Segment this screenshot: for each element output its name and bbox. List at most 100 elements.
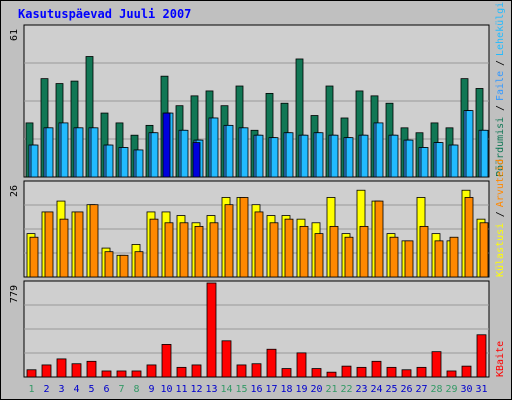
- day-label: 1: [28, 384, 34, 395]
- kbytes-bar: [191, 364, 202, 378]
- kbytes-bar: [251, 363, 262, 378]
- visits-bar: [314, 233, 324, 278]
- day-label: 26: [400, 384, 412, 395]
- pages-bar: [255, 134, 264, 178]
- kbytes-bar: [86, 360, 97, 378]
- pages-bar: [270, 137, 279, 178]
- pages-bar: [405, 139, 414, 178]
- kbytes-bar: [41, 364, 52, 378]
- kbytes-bar: [326, 371, 337, 378]
- kbytes-bar: [221, 340, 232, 378]
- pages-bar: [240, 127, 249, 178]
- visits-bar: [464, 197, 474, 278]
- visits-bar: [374, 200, 384, 278]
- kbytes-bar: [386, 366, 397, 378]
- pages-bar: [225, 124, 234, 178]
- visits-bar: [254, 211, 264, 278]
- kbytes-bar: [416, 366, 427, 378]
- visits-bar: [194, 225, 204, 278]
- pages-bar: [285, 132, 294, 178]
- visits-bar: [404, 240, 414, 278]
- day-label: 6: [103, 384, 109, 395]
- kbytes-bar: [101, 370, 112, 378]
- kbytes-bar: [116, 370, 127, 378]
- pages-bar: [480, 129, 489, 178]
- hits-dark-bar: [192, 142, 201, 178]
- kbytes-bar: [431, 351, 442, 378]
- top-legend-sep: /: [495, 60, 506, 66]
- visits-bar: [449, 236, 459, 278]
- day-label: 5: [88, 384, 94, 395]
- visits-bar: [104, 251, 114, 278]
- visits-bar: [359, 225, 369, 278]
- visits-bar: [284, 218, 294, 278]
- visits-bar: [419, 225, 429, 278]
- pages-bar: [435, 142, 444, 178]
- day-label: 9: [148, 384, 154, 395]
- pages-bar: [345, 137, 354, 178]
- day-label: 11: [175, 384, 187, 395]
- pages-bar: [375, 122, 384, 178]
- kbytes-bar: [311, 368, 322, 378]
- mid-legend-sep: /: [495, 211, 506, 217]
- visits-bar: [179, 222, 189, 278]
- day-label: 20: [310, 384, 322, 395]
- pages-bar: [360, 134, 369, 178]
- day-label: 2: [43, 384, 49, 395]
- pages-bar: [210, 117, 219, 178]
- pages-bar: [120, 147, 129, 178]
- day-label: 12: [190, 384, 202, 395]
- pages-bar: [315, 132, 324, 178]
- visits-bar: [164, 222, 174, 278]
- day-labels: 1 2 3 4 5 6 7 8 9 10 11 12 13 14 15 16 17 18 19 20 21 22 23 24 2…: [28, 384, 487, 395]
- visits-bar: [119, 254, 129, 278]
- visits-bar: [344, 236, 354, 278]
- kbytes-bar: [281, 368, 292, 378]
- day-label: 10: [160, 384, 172, 395]
- visits-bar: [329, 225, 339, 278]
- day-label: 22: [340, 384, 352, 395]
- kbytes-bar: [446, 370, 457, 378]
- day-label: 29: [445, 384, 457, 395]
- pages-bar: [420, 147, 429, 178]
- day-label: 4: [73, 384, 79, 395]
- pages-bar: [180, 129, 189, 178]
- pages-bar: [150, 132, 159, 178]
- visits-bar: [149, 218, 159, 278]
- pages-bar: [465, 110, 474, 178]
- kbytes-bar: [146, 364, 157, 378]
- top-panel: 61 Pöördumisi / Faile / Lehekülgi: [9, 2, 506, 178]
- pages-bar: [450, 144, 459, 178]
- visits-bar: [479, 222, 489, 278]
- top-legend-1: Faile: [495, 71, 506, 101]
- day-label: 7: [118, 384, 124, 395]
- day-label: 19: [295, 384, 307, 395]
- bot-ymax-label: 779: [9, 285, 20, 303]
- mid-ymax-label: 26: [9, 185, 20, 197]
- pages-bar: [330, 134, 339, 178]
- chart-title: Kasutuspäevad Juuli 2007: [18, 7, 191, 21]
- kbytes-bar: [26, 369, 37, 378]
- kbytes-bar: [461, 365, 472, 378]
- visits-bar: [299, 225, 309, 278]
- kbytes-bar: [371, 360, 382, 378]
- visits-bar: [29, 236, 39, 278]
- kbytes-bar: [341, 365, 352, 378]
- day-label: 27: [415, 384, 427, 395]
- day-label: 16: [250, 384, 262, 395]
- top-legend-sep: /: [495, 105, 506, 111]
- pages-bar: [45, 127, 54, 178]
- pages-bar: [105, 144, 114, 178]
- day-label: 24: [370, 384, 382, 395]
- mid-legend-0: Külastusi: [495, 223, 506, 277]
- pages-bar: [300, 134, 309, 178]
- pages-bar: [30, 144, 39, 178]
- visits-bar: [224, 204, 234, 278]
- visits-bar: [209, 222, 219, 278]
- visits-bar: [389, 236, 399, 278]
- visits-bar: [89, 204, 99, 278]
- visits-bar: [269, 222, 279, 278]
- kbytes-bar: [296, 352, 307, 378]
- top-ymax-label: 61: [9, 29, 20, 41]
